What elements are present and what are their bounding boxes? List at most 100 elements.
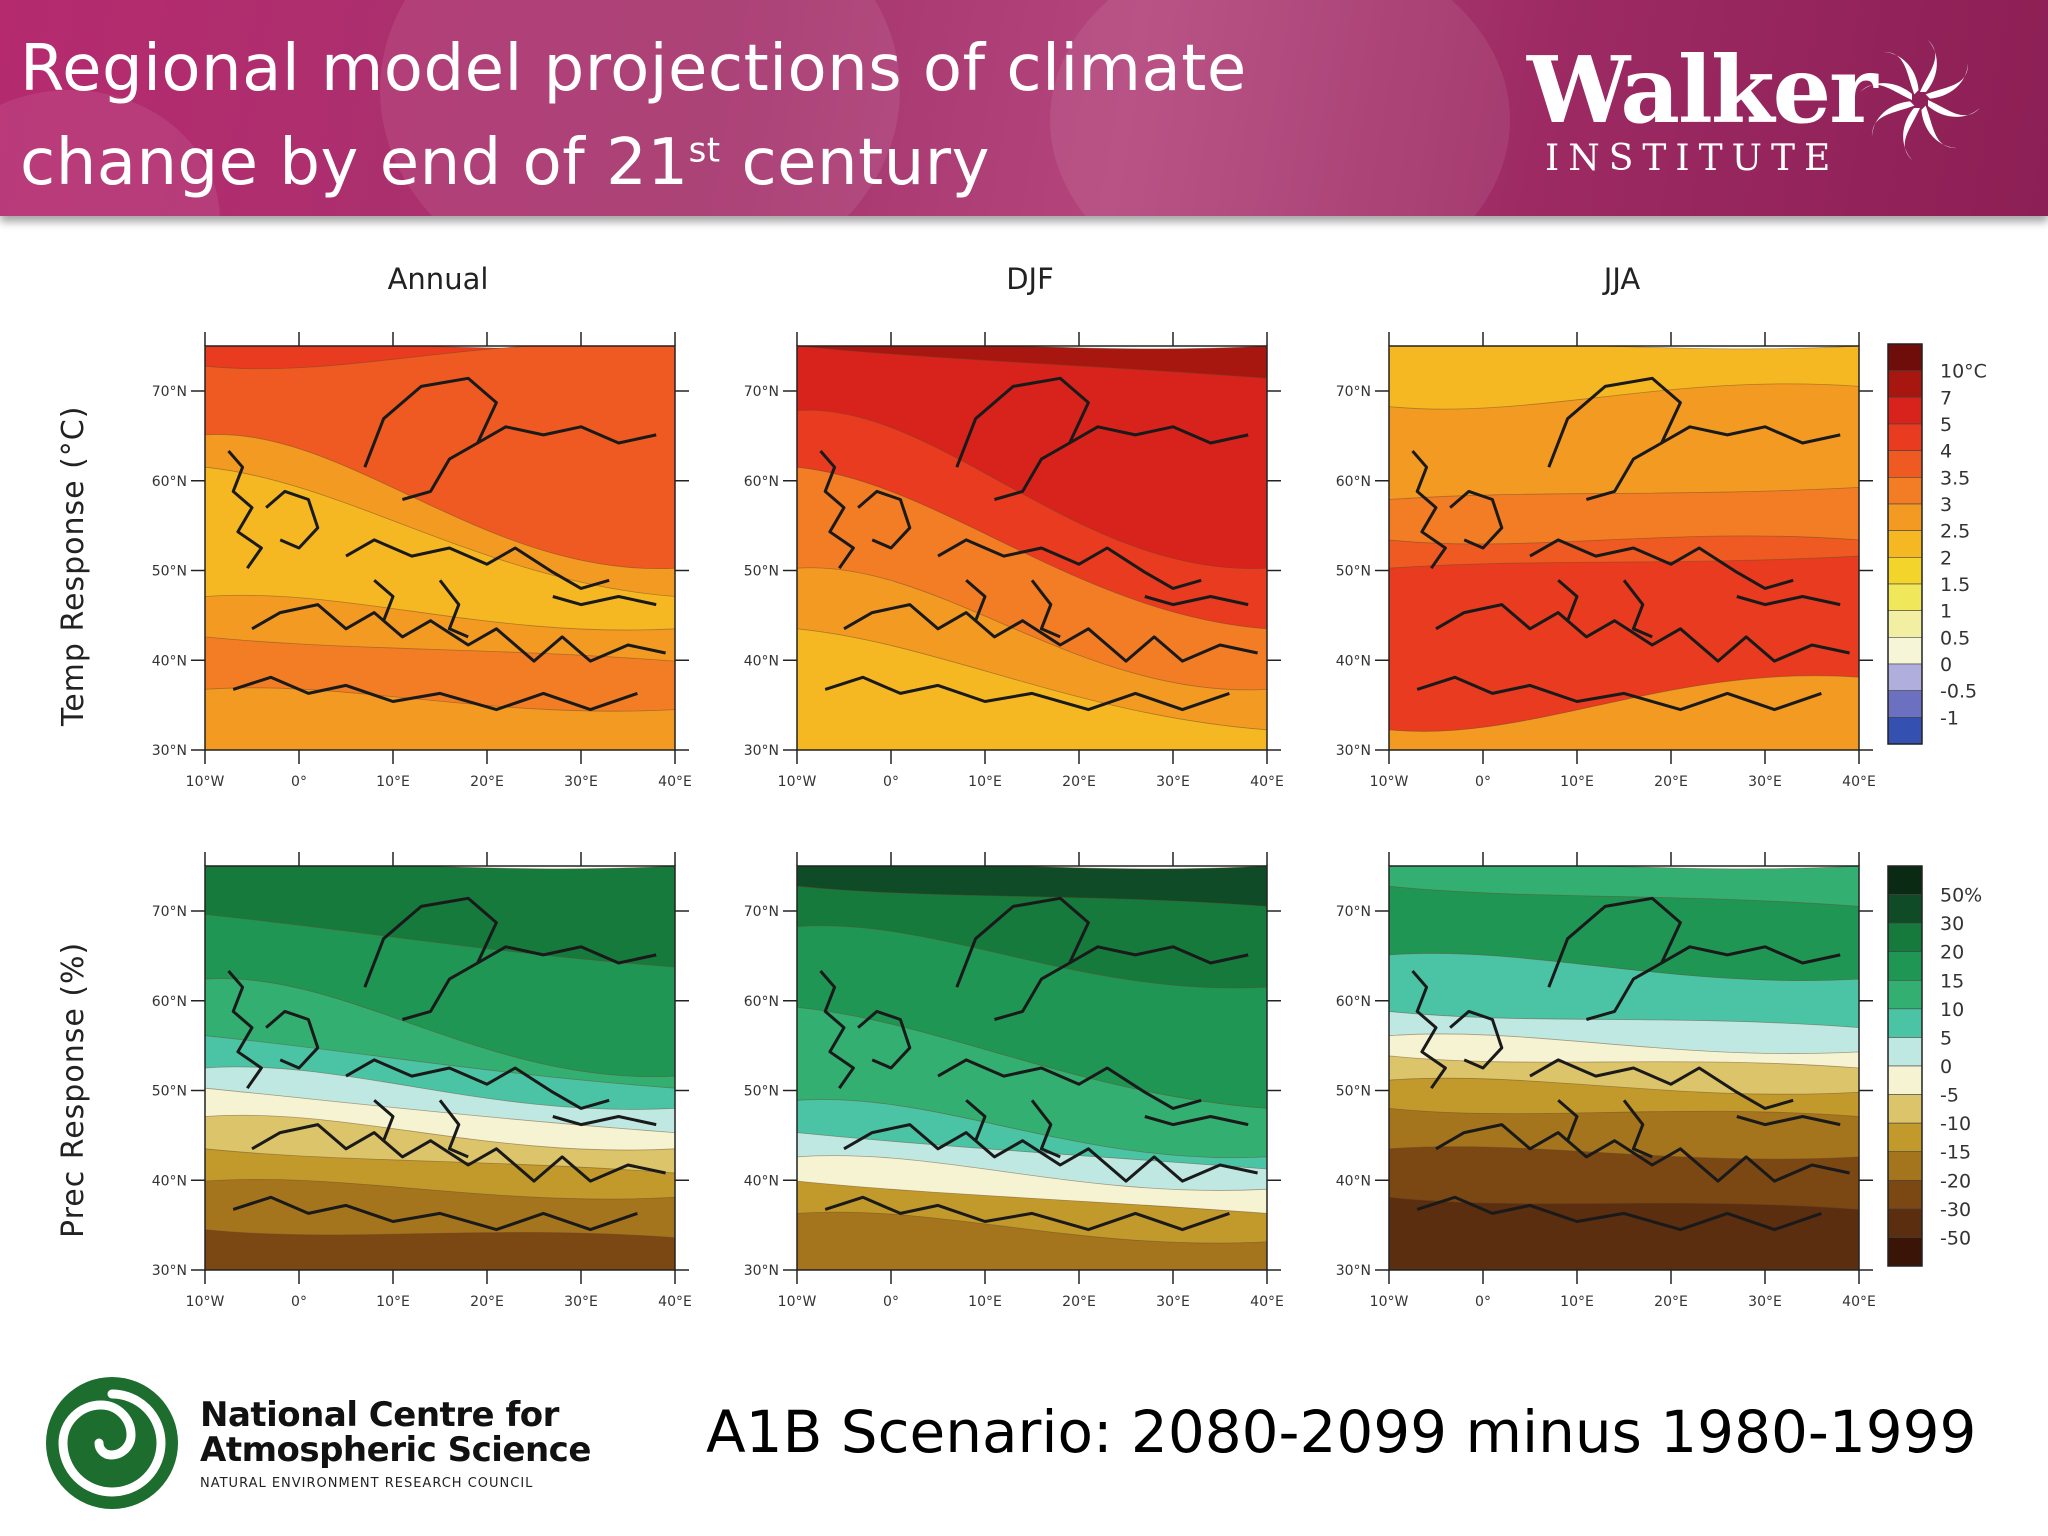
coastline: [824, 1195, 1230, 1232]
lat-tick-label: 40°N: [152, 1173, 187, 1189]
coastline: [1660, 425, 1841, 445]
colorbar-label: 10: [1940, 999, 1964, 1021]
lat-tick-label: 50°N: [744, 564, 779, 580]
colorbar-swatch: [1887, 530, 1923, 558]
lon-tick-label: 30°E: [1156, 1294, 1190, 1310]
lon-tick-label: 20°E: [1654, 774, 1688, 790]
lat-tick-label: 70°N: [744, 904, 779, 920]
coastline: [1068, 945, 1249, 965]
column-title-annual: Annual: [387, 262, 489, 296]
coastline: [1529, 538, 1794, 590]
colorbar-label: -20: [1940, 1170, 1971, 1192]
lon-tick-label: 20°E: [470, 774, 504, 790]
colorbar-swatch: [1887, 717, 1923, 745]
coastline: [1736, 595, 1841, 607]
colorbar-label: 15: [1940, 970, 1964, 992]
lon-tick-label: 0°: [291, 1294, 307, 1310]
colorbar-label: 5: [1940, 1027, 1952, 1049]
coastline: [1411, 970, 1447, 1090]
colorbar-swatch: [1887, 1151, 1923, 1181]
colorbar-swatch: [1887, 1122, 1923, 1153]
lon-tick-label: 10°W: [186, 1294, 225, 1310]
lon-tick-label: 30°E: [564, 774, 598, 790]
lat-tick-label: 70°N: [1336, 384, 1371, 400]
coastline: [251, 1123, 666, 1183]
coastline: [937, 538, 1202, 590]
lon-tick-label: 40°E: [1250, 1294, 1284, 1310]
coastline: [265, 489, 320, 550]
lat-tick-label: 50°N: [1336, 1084, 1371, 1100]
coastline: [1547, 376, 1682, 501]
row-label-temp: Temp Response (°C): [56, 405, 91, 726]
temp-map-jja: 10°W 0° 10°E 20°E 30°E 40°E 70°N 60°N 50°N 40°N 30…: [1336, 332, 1876, 790]
lat-tick-label: 30°N: [1336, 743, 1371, 759]
row-label-prec: Prec Response (%): [56, 941, 91, 1238]
colorbar-swatch: [1887, 1008, 1923, 1038]
coastline: [1416, 675, 1822, 712]
lat-tick-label: 60°N: [744, 994, 779, 1010]
coastline: [937, 1058, 1202, 1110]
lat-tick-label: 50°N: [744, 1084, 779, 1100]
coastline: [438, 579, 469, 639]
lat-tick-label: 40°N: [152, 653, 187, 669]
colorbar-label: 2: [1940, 547, 1952, 569]
coastline: [227, 450, 263, 570]
slide-title-line2-text: change by end of 21: [20, 126, 689, 200]
lon-tick-label: 40°E: [1842, 774, 1876, 790]
coastline: [1547, 896, 1682, 1021]
lon-tick-label: 40°E: [658, 1294, 692, 1310]
lat-tick-label: 30°N: [152, 743, 187, 759]
walker-logo-text: Walker: [1527, 36, 1878, 144]
coastline: [1435, 1123, 1850, 1183]
coastline: [476, 425, 657, 445]
walker-institute-text: INSTITUTE: [1545, 138, 1840, 179]
coastline: [1449, 1009, 1504, 1070]
colorbar-swatch: [1887, 979, 1923, 1010]
coastline: [1030, 579, 1061, 639]
lon-tick-label: 10°E: [376, 1294, 410, 1310]
colorbar-label: -10: [1940, 1113, 1971, 1135]
map-frame: [1388, 345, 1860, 751]
lon-tick-label: 0°: [1475, 774, 1491, 790]
lon-tick-label: 10°E: [968, 774, 1002, 790]
lat-tick-label: 30°N: [1336, 1263, 1371, 1279]
colorbar-label: 3: [1940, 494, 1952, 516]
colorbar-swatch: [1887, 1179, 1923, 1210]
ncas-name-line1: National Centre for: [200, 1395, 559, 1435]
colorbar-swatch: [1887, 557, 1923, 585]
colorbar-label: 0: [1940, 1056, 1952, 1078]
lon-tick-label: 10°E: [1560, 1294, 1594, 1310]
coastline: [373, 1099, 395, 1142]
lon-tick-label: 10°W: [778, 1294, 817, 1310]
colorbar-label: 1.5: [1940, 574, 1970, 596]
colorbar-label: 2.5: [1940, 521, 1970, 543]
coastline: [1416, 1195, 1822, 1232]
lat-tick-label: 30°N: [152, 1263, 187, 1279]
slide-title-line2: change by end of 21st century: [20, 116, 1247, 210]
colorbar-swatch: [1887, 1065, 1923, 1095]
coastline: [1660, 945, 1841, 965]
colorbar-label: 10°C: [1940, 361, 1987, 383]
lon-tick-label: 0°: [883, 774, 899, 790]
lon-tick-label: 40°E: [658, 774, 692, 790]
coastline: [345, 538, 610, 590]
coastline: [1557, 579, 1579, 622]
temp-map-annual: 10°W 0° 10°E 20°E 30°E 40°E 70°N 60°N 50°N 40°N 30…: [152, 332, 692, 790]
scenario-caption: A1B Scenario: 2080-2099 minus 1980-1999: [706, 1398, 1977, 1466]
colorbar-label: 4: [1940, 441, 1952, 463]
header-banner: Regional model projections of climate ch…: [0, 0, 2048, 216]
map-frame: [796, 345, 1268, 751]
colorbar-swatch: [1887, 894, 1923, 924]
lon-tick-label: 40°E: [1250, 774, 1284, 790]
pinwheel-icon: [1860, 40, 1980, 160]
colorbar-label: -5: [1940, 1085, 1959, 1107]
lon-tick-label: 10°E: [968, 1294, 1002, 1310]
colorbar-swatch: [1887, 397, 1923, 425]
contour-band: [797, 628, 1267, 750]
coastline: [843, 1123, 1258, 1183]
map-frame: [796, 865, 1268, 1271]
coastline: [1622, 1099, 1653, 1159]
coastline: [232, 675, 638, 712]
lat-tick-label: 60°N: [744, 474, 779, 490]
colorbar-swatch: [1887, 1094, 1923, 1124]
